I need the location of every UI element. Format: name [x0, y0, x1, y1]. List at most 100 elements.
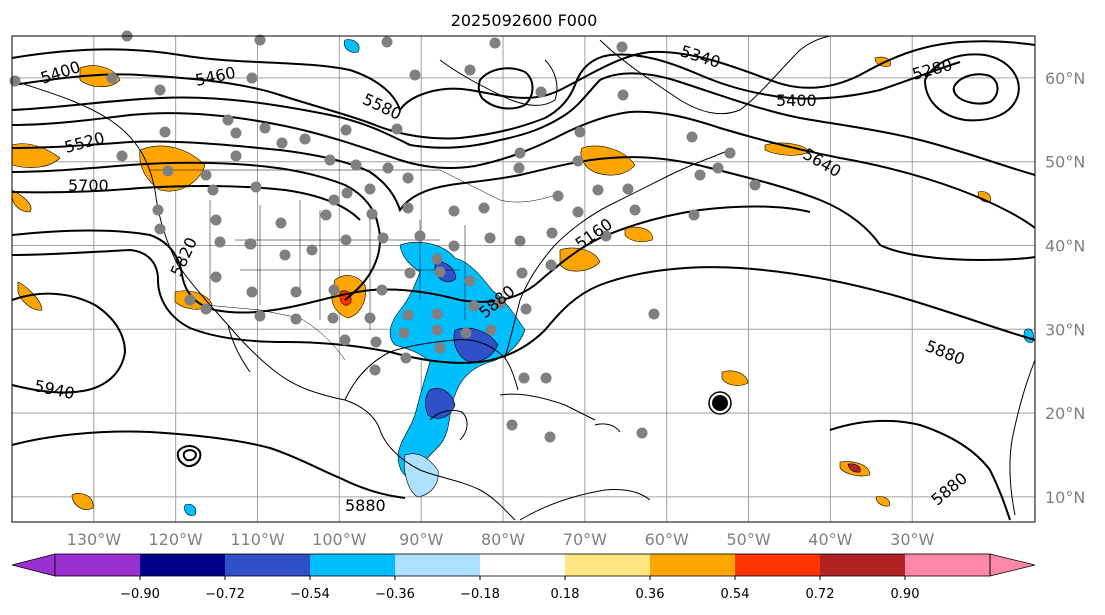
station-dot: [254, 310, 266, 322]
station-dot: [484, 232, 496, 244]
height-contour: [11, 161, 381, 301]
station-dot: [259, 122, 271, 134]
height-contour: [11, 205, 811, 314]
station-dot: [544, 431, 556, 443]
us-canada-border: [150, 169, 556, 203]
station-dot: [210, 214, 222, 226]
station-dot: [402, 172, 414, 184]
latitude-tick-labels: 60°N 50°N 40°N 30°N 20°N 10°N: [1045, 69, 1085, 507]
station-dot: [464, 275, 476, 287]
colorbar-segment: [55, 554, 141, 576]
station-dot: [552, 190, 564, 202]
station-dot: [370, 336, 382, 348]
negative-anomaly-region: [184, 503, 197, 516]
station-dot: [154, 84, 166, 96]
station-dot: [350, 159, 362, 171]
longitude-tick-label: 100°W: [312, 530, 367, 549]
station-dot: [518, 372, 530, 384]
longitude-tick-label: 130°W: [67, 530, 122, 549]
station-dot: [572, 206, 584, 218]
station-dot: [540, 372, 552, 384]
latitude-tick-label: 40°N: [1045, 236, 1085, 255]
height-contour: [176, 445, 202, 468]
height-contour: [829, 419, 1011, 521]
coastline-north-america-east: [504, 149, 731, 359]
station-dot: [230, 127, 242, 139]
longitude-tick-label: 80°W: [481, 530, 525, 549]
station-dot: [688, 209, 700, 221]
station-dot: [622, 183, 634, 195]
positive-anomaly-region: [11, 143, 61, 168]
station-dot: [369, 364, 381, 376]
station-dot: [724, 147, 736, 159]
colorbar-tick-label: 0.18: [551, 587, 580, 602]
colorbar-segment: [225, 554, 311, 576]
longitude-tick-label: 120°W: [149, 530, 204, 549]
station-dot: [506, 419, 518, 431]
station-dot: [409, 69, 421, 81]
colorbar-segment: [480, 554, 566, 576]
station-dot: [535, 86, 547, 98]
station-dot: [250, 181, 262, 193]
positive-anomaly-region: [875, 496, 890, 507]
station-dot: [328, 194, 340, 206]
station-dot: [246, 286, 258, 298]
station-dot: [254, 34, 266, 46]
contour-label: 5700: [68, 176, 109, 195]
station-dot: [320, 209, 332, 221]
colorbar-segment: [735, 554, 821, 576]
longitude-tick-labels: 130°W 120°W 110°W 100°W 90°W 80°W 70°W 60°W 50°W…: [67, 530, 935, 549]
colorbar-segment: [310, 554, 396, 576]
station-markers: [9, 30, 761, 443]
station-dot: [514, 235, 526, 247]
station-dot: [485, 324, 497, 336]
station-dot: [636, 427, 648, 439]
station-dot: [106, 72, 118, 84]
colorbar-tick-label: −0.36: [375, 587, 415, 602]
station-dot: [468, 300, 480, 312]
station-dot: [434, 342, 446, 354]
station-dot: [592, 184, 604, 196]
coastline-greenland: [599, 35, 831, 115]
coastline-hispaniola: [594, 423, 621, 433]
height-contour: [11, 40, 1036, 113]
station-dot: [246, 72, 258, 84]
station-dot: [402, 309, 414, 321]
longitude-tick-label: 30°W: [890, 530, 934, 549]
colorbar-tick-label: −0.90: [120, 587, 160, 602]
height-contour: [182, 449, 198, 462]
height-contour: [11, 248, 1036, 364]
colorbar-tick-label: 0.90: [891, 587, 920, 602]
station-dot: [162, 165, 174, 177]
station-dot: [279, 249, 291, 261]
colorbar-tick-labels: −0.90 −0.72 −0.54 −0.36 −0.18 0.18 0.36 0.54 0.7…: [120, 576, 919, 602]
negative-anomaly-region: [1023, 328, 1034, 343]
colorbar-tick-label: −0.72: [205, 587, 245, 602]
station-dot: [244, 238, 256, 250]
coastline-africa: [1009, 359, 1036, 516]
positive-anomaly-region: [11, 189, 32, 213]
coastline-gulf-of-mexico: [344, 339, 519, 401]
station-dot: [712, 162, 724, 174]
station-dot: [214, 236, 226, 248]
coastline-north-america-west: [11, 79, 516, 521]
positive-anomaly-region: [847, 463, 861, 473]
station-dot: [617, 89, 629, 101]
station-dot: [478, 202, 490, 214]
colorbar-segment: [140, 554, 226, 576]
latitude-tick-label: 50°N: [1045, 153, 1085, 172]
positive-anomaly-region: [71, 493, 94, 510]
coastlines: [11, 35, 1036, 521]
station-dot: [200, 303, 212, 315]
station-dot: [431, 308, 443, 320]
station-dot: [328, 284, 340, 296]
height-contour: [11, 430, 406, 499]
colorbar-tick-label: −0.18: [460, 587, 500, 602]
height-contour: [477, 67, 534, 110]
height-contour: [11, 53, 961, 140]
station-dot: [460, 327, 472, 339]
positive-anomaly-region: [580, 145, 636, 176]
map-panel: 5400 5460 5580 5520 5700 5820 5880 5940 …: [9, 30, 1036, 523]
station-dot: [464, 64, 476, 76]
station-dot: [200, 169, 212, 181]
